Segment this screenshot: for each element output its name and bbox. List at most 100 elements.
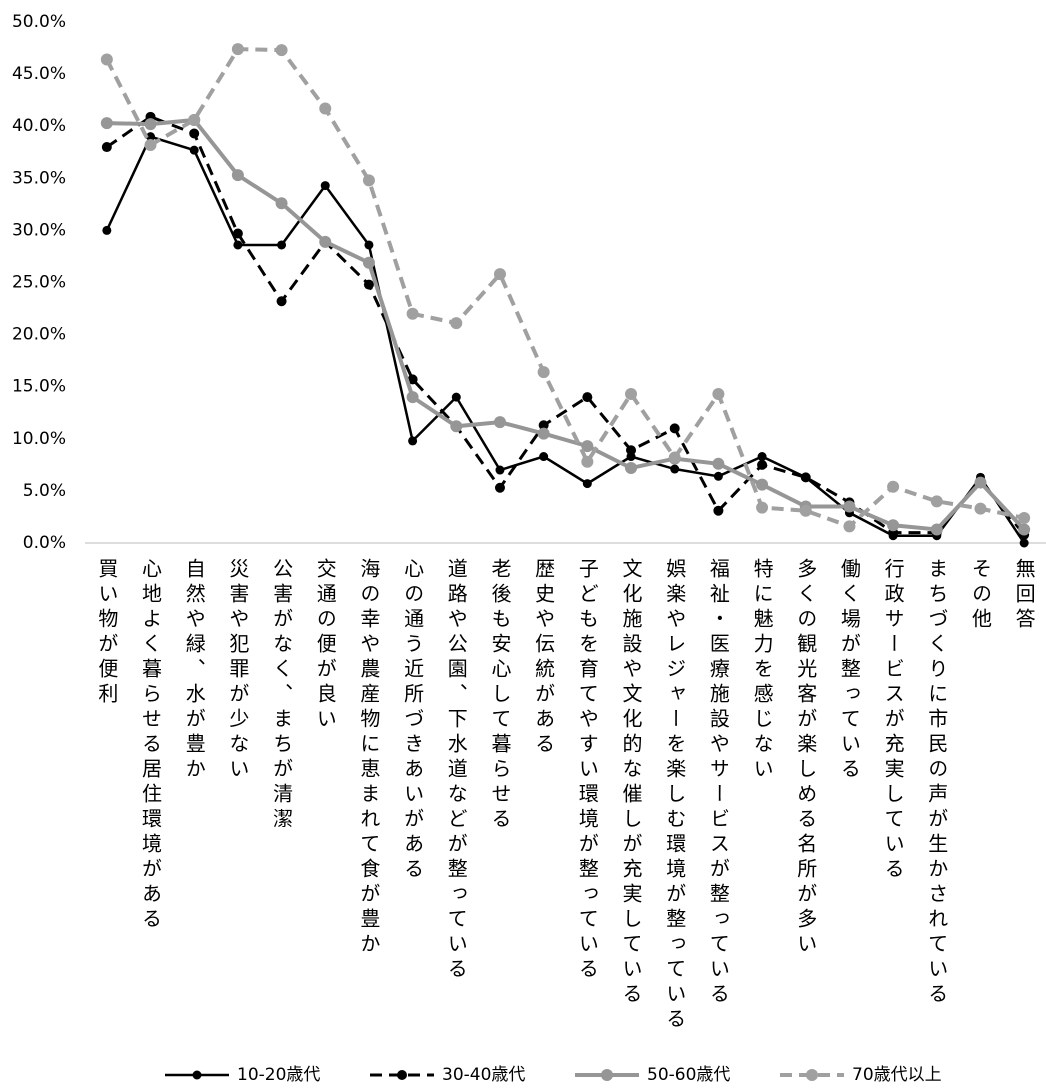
point [581,440,594,453]
x-tick-label: 心地よく暮らせる居住環境がある [139,558,163,933]
point [276,296,287,307]
point [668,451,681,464]
point [188,113,201,126]
legend-label: 70歳代以上 [852,1065,942,1085]
point [712,457,725,470]
y-tick-label: 20.0% [12,325,66,345]
point [407,374,418,385]
point [713,505,724,516]
x-tick-label: 自然や緑、水が豊か [182,558,206,783]
legend-marker [192,1070,202,1080]
point [406,307,419,320]
x-tick-label: 無回答 [1012,558,1036,633]
point [756,501,769,514]
point [799,504,812,517]
series-line [105,135,1026,544]
point [494,482,505,493]
point [146,132,156,142]
x-tick-label: その他 [968,558,992,633]
y-tick-label: 15.0% [12,377,66,397]
point [800,472,811,483]
legend-label: 10-20歳代 [237,1065,320,1085]
x-tick-label: 特に魅力を感じない [750,558,774,783]
point [930,495,943,508]
point [1018,511,1031,524]
point [233,240,243,250]
x-tick-label: 福祉・医療施設やサービスが整っている [706,558,730,1008]
series-line [105,47,1025,529]
point [362,256,375,269]
point [756,478,769,491]
point [189,145,199,155]
x-tick-label: 歴史や伝統がある [532,558,556,758]
point [101,142,112,153]
point [231,43,244,56]
legend-marker [806,1069,818,1081]
point [625,461,638,474]
point [843,500,856,513]
x-tick-label: 交通の便が良い [313,558,337,733]
series-line [106,117,1026,532]
point [625,387,638,400]
legend-marker [601,1069,613,1081]
point [626,445,637,456]
point [537,366,550,379]
point [757,452,767,462]
x-tick-label: 行政サービスが充実している [881,558,905,883]
y-tick-label: 35.0% [12,168,66,188]
y-tick-label: 30.0% [12,220,66,240]
point [102,225,112,235]
y-tick-label: 25.0% [12,273,66,293]
x-tick-label: 子どもを育てやすい環境が整っている [575,558,599,983]
x-tick-label: 道路や公園、下水道などが整っている [444,558,468,983]
point [363,279,374,290]
x-tick-label: 海の幸や農産物に恵まれて食が豊か [357,558,381,958]
point [843,520,856,533]
x-tick-label: 文化施設や文化的な催しが充実している [619,558,643,1008]
point [669,423,680,434]
point [231,169,244,182]
point [1019,538,1029,548]
point [362,174,375,187]
point [275,197,288,210]
point [100,53,113,66]
x-tick-label: 公害がなく、まちが清潔 [270,558,294,833]
point [582,479,592,489]
point [450,420,463,433]
point [144,118,157,131]
legend-label: 30-40歳代 [442,1065,525,1085]
point [495,465,505,475]
point [974,476,987,489]
x-tick-label: 災害や犯罪が少ない [226,558,250,783]
point [450,317,463,330]
y-tick-label: 10.0% [12,429,66,449]
point [1018,523,1031,536]
point [406,391,419,404]
y-tick-label: 0.0% [23,533,66,553]
point [408,436,418,446]
point [275,44,288,57]
x-tick-label: 娯楽やレジャーを楽しむ環境が整っている [663,558,687,1033]
point [451,392,461,402]
point [974,502,987,515]
point [537,427,550,440]
x-tick-label: まちづくりに市民の声が生かされている [925,558,949,1008]
point [144,138,157,151]
x-tick-label: 働く場が整っている [837,558,861,783]
point [539,452,549,462]
point [713,471,723,481]
point [581,455,594,468]
point [493,416,506,429]
point [930,523,943,536]
point [712,387,725,400]
y-tick-label: 5.0% [23,481,66,501]
point [232,228,243,239]
y-tick-label: 40.0% [12,116,66,136]
point [538,420,549,431]
x-tick-label: 心の通う近所づきあいがある [401,558,425,883]
x-tick-label: 多くの観光客が楽しめる名所が多い [794,558,818,958]
point [670,464,680,474]
point [319,102,332,115]
